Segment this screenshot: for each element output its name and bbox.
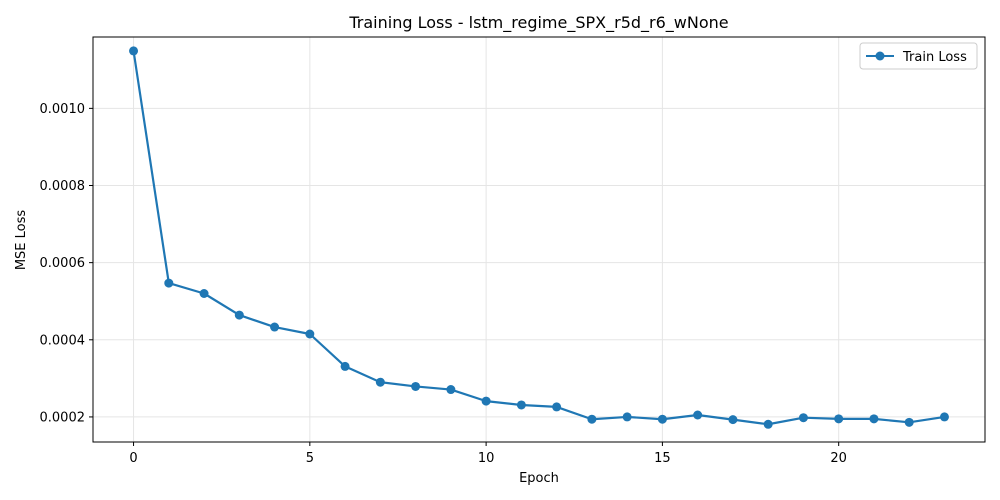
series-points — [129, 46, 949, 429]
y-tick-label: 0.0010 — [40, 102, 86, 117]
x-tick-label: 15 — [654, 451, 671, 466]
plot-frame — [92, 36, 986, 443]
chart-title: Training Loss - lstm_regime_SPX_r5d_r6_w… — [348, 13, 728, 33]
x-tick-label: 20 — [830, 451, 847, 466]
train-loss-point — [587, 414, 597, 424]
y-axis-title: MSE Loss — [14, 210, 29, 271]
series-lines — [132, 50, 945, 426]
train-loss-point — [305, 329, 315, 339]
train-loss-point — [552, 402, 562, 412]
train-loss-point — [129, 46, 139, 56]
legend-label-train-loss: Train Loss — [902, 50, 967, 65]
train-loss-point — [869, 414, 879, 424]
train-loss-line — [132, 50, 945, 426]
train-loss-point — [164, 278, 174, 288]
y-tick-label: 0.0006 — [40, 256, 86, 271]
train-loss-point — [446, 385, 456, 395]
train-loss-point — [939, 412, 949, 422]
train-loss-point — [270, 322, 280, 332]
grid — [93, 37, 985, 442]
train-loss-point — [763, 419, 773, 429]
train-loss-point — [834, 414, 844, 424]
train-loss-point — [234, 310, 244, 320]
legend: Train Loss — [859, 42, 978, 70]
x-tick-label: 0 — [129, 451, 137, 466]
axis-ticks: 0 5 10 15 20 0.0002 0.0004 0.0006 0.0008 0.0010 — [40, 102, 847, 466]
y-tick-label: 0.0008 — [40, 179, 86, 194]
train-loss-point — [657, 414, 667, 424]
train-loss-point — [340, 361, 350, 371]
x-tick-label: 5 — [306, 451, 314, 466]
train-loss-point — [798, 413, 808, 423]
train-loss-point — [516, 400, 526, 410]
x-axis-title: Epoch — [519, 471, 559, 486]
y-tick-label: 0.0004 — [40, 333, 86, 348]
train-loss-point — [481, 396, 491, 406]
legend-marker-swatch — [875, 51, 885, 61]
train-loss-point — [728, 415, 738, 425]
train-loss-point — [693, 410, 703, 420]
legend-box — [859, 42, 978, 70]
train-loss-point — [622, 412, 632, 422]
x-tick-label: 10 — [478, 451, 495, 466]
y-tick-label: 0.0002 — [40, 410, 86, 425]
train-loss-point — [904, 417, 914, 427]
train-loss-point — [199, 289, 209, 298]
train-loss-point — [411, 381, 421, 391]
train-loss-point — [375, 377, 385, 387]
